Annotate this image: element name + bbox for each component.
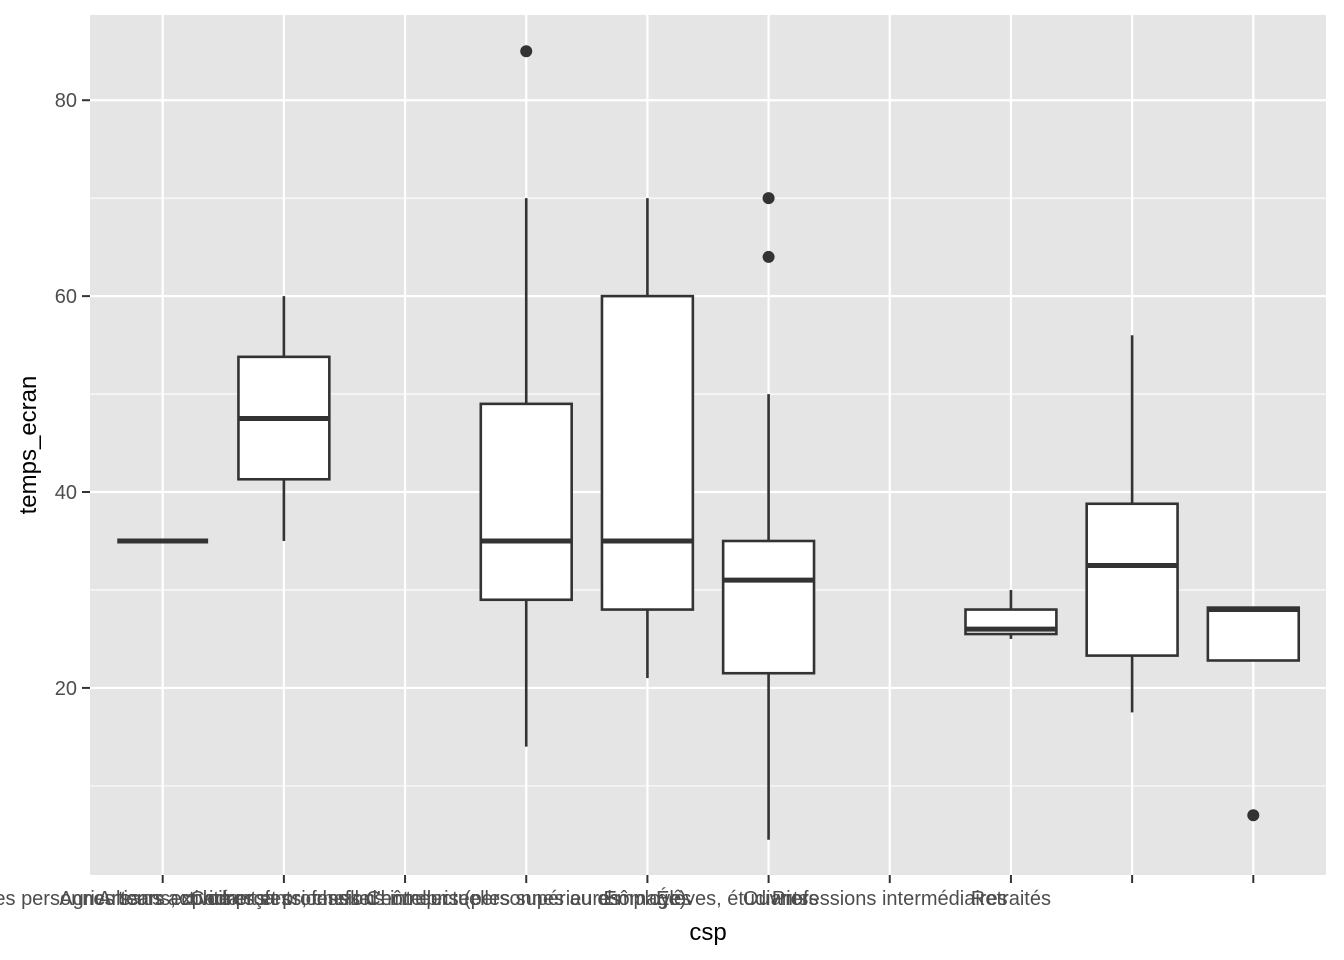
y-tick-label: 60	[55, 286, 77, 308]
box-7	[964, 589, 1058, 639]
x-tick-label: Chômeurs (personnes au chômage)	[366, 888, 686, 910]
x-axis-title: csp	[689, 919, 726, 946]
box-3	[479, 45, 573, 747]
box-4	[600, 198, 695, 679]
x-tick-label: Retraités	[971, 888, 1051, 910]
x-tick-label: Professions intermédiaires	[772, 888, 1008, 910]
x-tick-label: Artisans, commerçants, chefs d'entrepris…	[98, 888, 470, 910]
y-tick-label: 20	[55, 678, 77, 700]
outlier-point	[762, 192, 775, 205]
box-9	[1206, 606, 1301, 822]
box-body	[721, 539, 816, 675]
box-series	[117, 45, 1301, 840]
box-body	[600, 294, 695, 611]
box-body	[479, 402, 573, 602]
box-body	[1206, 606, 1301, 662]
outlier-point	[520, 45, 533, 58]
box-8	[1085, 335, 1179, 713]
x-tick-label: Autres personnes sans activité professio…	[0, 888, 370, 910]
outlier-point	[1247, 809, 1260, 822]
box-5	[721, 192, 816, 840]
x-tick-label: Élèves, étudiants	[656, 887, 808, 910]
x-tick-label: Employés	[604, 888, 692, 910]
x-tick-label: Cadres et professions intellectuelles su…	[190, 888, 620, 910]
y-tick-label: 40	[55, 482, 77, 504]
y-tick-label: 80	[55, 90, 77, 112]
outlier-point	[762, 250, 775, 263]
box-1	[237, 296, 331, 541]
x-tick-label: Ouvriers	[743, 888, 819, 910]
box-body	[1085, 502, 1179, 657]
x-axis: Autres personnes sans activité professio…	[0, 875, 1255, 910]
y-axis-title: temps_ecran	[15, 376, 42, 515]
y-axis: 20 40 60 80	[55, 90, 90, 700]
x-tick-label: Agriculteurs exploitants	[59, 888, 266, 910]
